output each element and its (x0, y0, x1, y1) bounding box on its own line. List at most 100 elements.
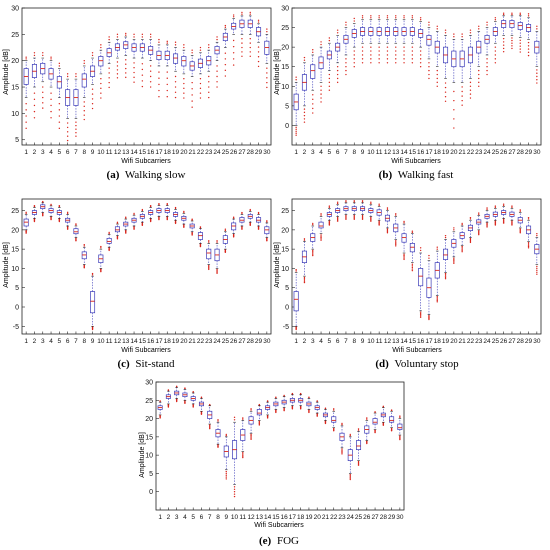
outlier-point (25, 115, 27, 117)
x-tick-label: 28 (380, 514, 388, 521)
x-tick-label: 22 (197, 149, 205, 156)
outlier-point (357, 428, 360, 430)
outlier-point (25, 56, 27, 58)
x-tick-label: 4 (319, 338, 323, 345)
outlier-point (75, 224, 77, 226)
outlier-point (200, 413, 203, 416)
outlier-point (233, 491, 236, 493)
outlier-point (374, 411, 376, 413)
outlier-point (378, 220, 380, 222)
outlier-point (349, 473, 351, 476)
outlier-point (42, 96, 44, 99)
outlier-point (328, 39, 331, 42)
box (114, 226, 120, 233)
outlier-point (478, 233, 480, 235)
x-tick-label: 1 (294, 338, 298, 345)
outlier-point (241, 46, 243, 49)
outlier-point (370, 218, 372, 220)
outlier-point (453, 257, 455, 259)
outlier-point (411, 231, 414, 234)
outlier-point (349, 434, 351, 437)
outlier-point (257, 56, 260, 58)
outlier-point (312, 51, 314, 54)
outlier-point (83, 101, 85, 103)
outlier-point (419, 316, 422, 318)
outlier-point (478, 230, 480, 232)
outlier-point (328, 222, 331, 224)
outlier-point (353, 201, 355, 203)
outlier-point (494, 222, 497, 224)
caption-text: Sit-stand (135, 358, 175, 370)
outlier-point (91, 274, 94, 276)
outlier-point (336, 220, 339, 222)
outlier-point (303, 276, 306, 279)
outlier-point (312, 253, 314, 255)
y-tick-label: 20 (281, 227, 289, 234)
outlier-point (403, 256, 405, 258)
outlier-point (527, 41, 530, 44)
outlier-point (419, 249, 422, 252)
outlier-point (295, 126, 297, 129)
outlier-point (361, 218, 364, 220)
outlier-point (125, 67, 127, 70)
outlier-point (328, 37, 331, 39)
outlier-point (242, 453, 244, 455)
outlier-point (486, 69, 488, 72)
x-tick-label: 12 (384, 338, 392, 345)
outlier-point (453, 99, 455, 102)
outlier-point (183, 226, 185, 228)
outlier-point (341, 449, 343, 451)
outlier-point (486, 62, 488, 64)
outlier-point (519, 229, 521, 231)
x-tick-label: 13 (392, 149, 400, 156)
outlier-point (166, 83, 168, 86)
outlier-point (66, 139, 69, 142)
outlier-point (50, 98, 52, 101)
outlier-point (320, 234, 322, 236)
outlier-point (511, 224, 513, 226)
outlier-point (108, 77, 110, 79)
outlier-point (320, 93, 322, 95)
outlier-point (33, 104, 36, 107)
outlier-point (403, 257, 405, 259)
outlier-point (242, 452, 244, 454)
outlier-point (353, 214, 355, 217)
outlier-point (494, 224, 497, 226)
outlier-point (320, 89, 322, 91)
plot-sit-stand: Amplitude [dB] Wifi Subcarriers (c) Sit-… (3, 198, 272, 370)
outlier-point (166, 71, 168, 73)
outlier-point (266, 240, 268, 242)
x-tick-label: 8 (216, 514, 220, 521)
x-tick-label: 9 (361, 149, 365, 156)
outlier-point (428, 315, 430, 318)
outlier-point (349, 475, 351, 477)
outlier-point (299, 392, 302, 395)
caption-text: Walking fast (398, 169, 454, 181)
outlier-point (295, 132, 297, 134)
outlier-point (336, 29, 339, 31)
outlier-point (411, 58, 414, 60)
outlier-point (91, 328, 94, 331)
outlier-point (216, 272, 218, 274)
outlier-point (291, 408, 294, 410)
x-axis-label: Wifi Subcarriers (121, 347, 171, 354)
outlier-point (25, 109, 27, 111)
outlier-point (527, 243, 530, 245)
outlier-point (199, 92, 202, 94)
outlier-point (494, 50, 497, 52)
outlier-point (419, 54, 422, 56)
x-tick-label: 9 (224, 514, 228, 521)
outlier-point (328, 205, 331, 207)
outlier-point (370, 15, 372, 17)
x-tick-label: 18 (164, 149, 172, 156)
outlier-point (91, 272, 94, 275)
subplot-caption: (d) Voluntary stop (375, 358, 459, 370)
plot-voluntary-stop: Amplitude [dB] Wifi Subcarriers (d) Volu… (274, 198, 542, 370)
outlier-point (312, 254, 314, 257)
x-tick-label: 18 (164, 338, 172, 345)
x-tick-label: 16 (281, 514, 289, 521)
x-tick-label: 12 (247, 514, 255, 521)
outlier-point (519, 13, 521, 16)
outlier-point (399, 438, 401, 441)
x-tick-label: 20 (450, 149, 458, 156)
